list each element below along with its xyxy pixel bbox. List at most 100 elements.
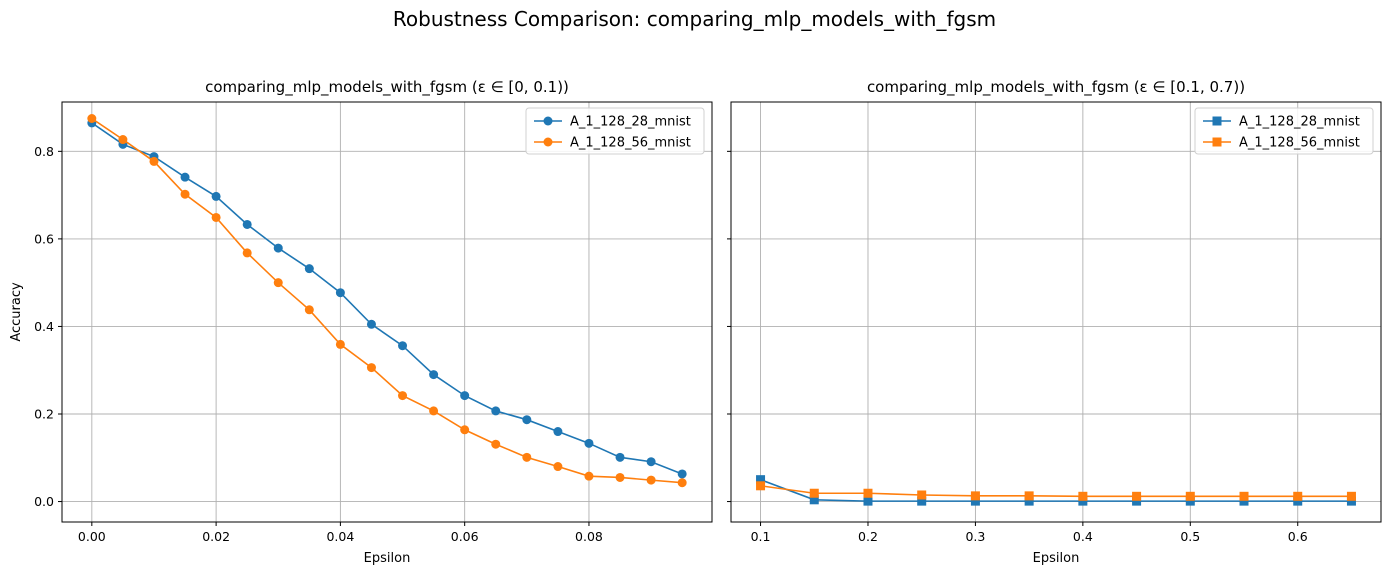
data-point [273, 278, 283, 288]
data-point [1185, 491, 1195, 501]
data-point [491, 406, 501, 416]
data-point [1239, 491, 1249, 501]
legend-entry: A_1_128_56_mnist [1203, 136, 1360, 151]
data-point [211, 212, 221, 222]
series-line [760, 478, 1352, 502]
legend-label: A_1_128_28_mnist [1239, 115, 1360, 130]
y-tick-label: 0.8 [34, 144, 54, 159]
data-point [460, 425, 470, 435]
data-point [491, 439, 501, 449]
data-point [522, 415, 532, 425]
data-point [1346, 491, 1356, 501]
data-point [335, 339, 345, 349]
legend-entry: A_1_128_28_mnist [534, 115, 691, 130]
x-axis-label: Epsilon [1033, 551, 1080, 566]
data-point [584, 471, 594, 481]
y-tick-label: 0.4 [34, 319, 54, 334]
data-point [522, 452, 532, 462]
data-point [304, 305, 314, 315]
x-tick-label: 0.02 [202, 529, 230, 544]
data-point [615, 472, 625, 482]
data-point [646, 457, 656, 467]
data-point [429, 370, 439, 380]
legend: A_1_128_28_mnist A_1_128_56_mnist [1194, 107, 1374, 155]
data-point [756, 475, 766, 485]
x-tick-label: 0.06 [451, 529, 479, 544]
legend-label: A_1_128_56_mnist [1239, 136, 1360, 151]
subplot-title: comparing_mlp_models_with_fgsm (ε ∈ [0.1… [867, 78, 1245, 97]
legend-marker [1212, 137, 1222, 147]
data-point [1132, 491, 1142, 501]
y-tick-label: 0.0 [34, 494, 54, 509]
data-point [1132, 496, 1142, 506]
legend-entry: A_1_128_56_mnist [534, 136, 691, 151]
data-point [553, 427, 563, 437]
x-tick-label: 0.04 [326, 529, 354, 544]
data-point [180, 172, 190, 182]
data-point [149, 156, 159, 166]
data-point [809, 495, 819, 505]
legend-marker [1212, 116, 1222, 126]
data-point [917, 490, 927, 500]
legend-marker [543, 137, 553, 147]
data-point [335, 288, 345, 298]
data-point [398, 391, 408, 401]
data-point [87, 114, 97, 124]
data-point [584, 438, 594, 448]
series-line [760, 485, 1352, 498]
x-axis-label: Epsilon [364, 551, 411, 566]
data-point [970, 496, 980, 506]
data-point [1293, 491, 1303, 501]
data-point [863, 488, 873, 498]
data-point [460, 391, 470, 401]
data-point [1239, 496, 1249, 506]
data-point [863, 496, 873, 506]
series-line [91, 117, 683, 484]
data-point [809, 488, 819, 498]
y-tick-label: 0.2 [34, 407, 54, 422]
x-tick-label: 0.4 [1073, 529, 1093, 544]
y-tick-label: 0.6 [34, 231, 54, 246]
data-point [970, 491, 980, 501]
data-point [615, 452, 625, 462]
legend: A_1_128_28_mnist A_1_128_56_mnist [525, 107, 705, 155]
legend-label: A_1_128_56_mnist [570, 136, 691, 151]
series-line [91, 122, 683, 475]
x-tick-label: 0.00 [78, 529, 106, 544]
x-tick-label: 0.3 [965, 529, 985, 544]
data-point [1185, 496, 1195, 506]
series-0 [87, 118, 687, 479]
data-point [1078, 491, 1088, 501]
left-chart-panel: 0.00 0.02 0.04 0.06 0.08 0.0 0.2 0.4 0.6 0.8 compa… [9, 78, 713, 566]
subplot-title: comparing_mlp_models_with_fgsm (ε ∈ [0, … [205, 78, 569, 97]
data-point [398, 341, 408, 351]
legend-marker [543, 116, 553, 126]
series-1 [756, 481, 1356, 501]
data-point [118, 135, 128, 145]
series-0 [756, 475, 1356, 506]
data-point [1346, 496, 1356, 506]
data-point [1293, 496, 1303, 506]
legend-box [525, 107, 705, 155]
data-point [211, 191, 221, 201]
right-chart-panel: 0.1 0.2 0.3 0.4 0.5 0.6 comparing_mlp_models_w… [727, 78, 1382, 566]
plot-frame [730, 101, 1382, 523]
data-point [366, 319, 376, 329]
x-tick-label: 0.5 [1180, 529, 1200, 544]
y-axis-label: Accuracy [9, 282, 24, 342]
figure-title: Robustness Comparison: comparing_mlp_mod… [393, 7, 996, 31]
data-point [366, 363, 376, 373]
plot-frame [61, 101, 713, 523]
legend-entry: A_1_128_28_mnist [1203, 115, 1360, 130]
legend-label: A_1_128_28_mnist [570, 115, 691, 130]
data-point [273, 243, 283, 253]
data-point [646, 475, 656, 485]
x-tick-label: 0.08 [575, 529, 603, 544]
data-point [553, 462, 563, 472]
data-point [677, 469, 687, 479]
series-1 [87, 114, 687, 488]
data-point [180, 189, 190, 199]
x-tick-label: 0.1 [751, 529, 771, 544]
data-point [242, 248, 252, 258]
